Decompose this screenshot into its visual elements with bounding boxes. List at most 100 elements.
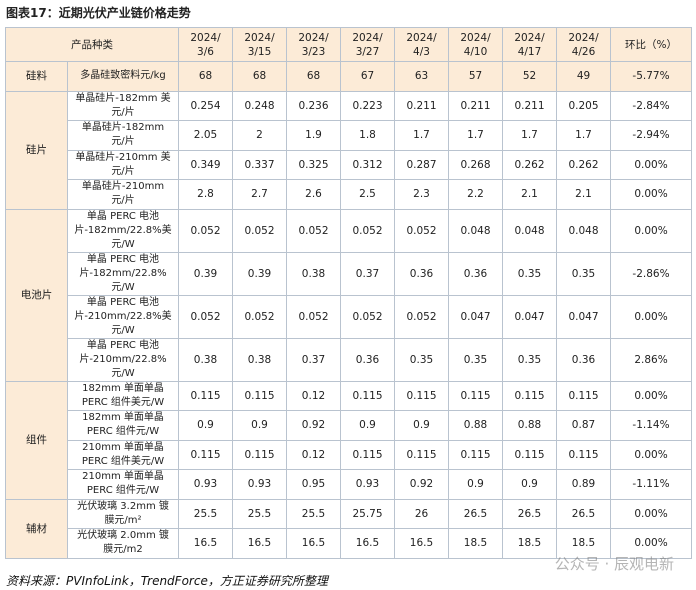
change-cell: -2.86%: [610, 251, 692, 296]
price-cell: 0.9: [340, 410, 395, 441]
price-cell: 0.9: [178, 410, 233, 441]
price-cell: 1.7: [448, 120, 503, 151]
price-cell: 1.7: [394, 120, 449, 151]
price-cell: 18.5: [448, 528, 503, 559]
data-row: 单晶硅片-182mm 元/片 2.05 2 1.9 1.8 1.7 1.7 1.7 1.7 -2.…: [6, 120, 692, 151]
data-row: 辅材 光伏玻璃 3.2mm 镀膜元/m² 25.5 25.5 25.5 25.75 26 26…: [5, 498, 692, 559]
price-cell: 16.5: [394, 528, 449, 559]
price-cell: 0.236: [286, 90, 341, 121]
price-cell: 63: [394, 61, 449, 92]
price-cell: 0.048: [502, 208, 557, 253]
price-cell: 0.39: [178, 251, 233, 296]
price-cell: 0.115: [232, 439, 287, 470]
price-cell: 0.9: [232, 410, 287, 441]
group-cell: 辅材: [5, 498, 68, 559]
group-cell: 硅料: [5, 61, 68, 92]
price-cell: 0.052: [340, 294, 395, 339]
change-cell: 0.00%: [610, 439, 692, 470]
change-cell: -2.94%: [610, 120, 692, 151]
price-cell: 0.047: [448, 294, 503, 339]
price-cell: 0.312: [340, 149, 395, 180]
price-cell: 68: [286, 61, 341, 92]
price-cell: 0.248: [232, 90, 287, 121]
price-cell: 16.5: [340, 528, 395, 559]
product-cell: 单晶硅片-182mm 元/片: [67, 120, 179, 151]
price-cell: 2.7: [232, 179, 287, 210]
price-cell: 0.39: [232, 251, 287, 296]
price-cell: 0.268: [448, 149, 503, 180]
price-cell: 0.115: [232, 380, 287, 411]
price-cell: 0.95: [286, 469, 341, 500]
price-cell: 0.88: [448, 410, 503, 441]
product-cell: 光伏玻璃 2.0mm 镀膜元/m2: [67, 528, 179, 559]
price-cell: 0.36: [448, 251, 503, 296]
price-cell: 25.5: [286, 498, 341, 529]
price-cell: 0.052: [286, 294, 341, 339]
price-cell: 0.349: [178, 149, 233, 180]
price-cell: 52: [502, 61, 557, 92]
price-cell: 0.37: [286, 337, 341, 382]
header-cell: 2024/3/6: [178, 27, 233, 62]
price-cell: 49: [556, 61, 611, 92]
price-cell: 0.115: [502, 380, 557, 411]
price-cell: 0.052: [178, 294, 233, 339]
change-cell: -1.11%: [610, 469, 692, 500]
price-cell: 26.5: [502, 498, 557, 529]
data-row: 单晶 PERC 电池片-182mm/22.8%元/W 0.39 0.39 0.38 0.…: [6, 251, 692, 296]
figure-title: 图表17：近期光伏产业链价格走势: [6, 6, 191, 20]
data-row: 硅料 多晶硅致密料元/kg 68 68 68 67 63 57 52 49 -5.77%: [5, 61, 692, 92]
price-cell: 26: [394, 498, 449, 529]
price-cell: 0.115: [556, 380, 611, 411]
price-cell: 0.262: [556, 149, 611, 180]
price-cell: 0.92: [286, 410, 341, 441]
price-cell: 16.5: [286, 528, 341, 559]
price-cell: 0.38: [232, 337, 287, 382]
price-cell: 16.5: [178, 528, 233, 559]
price-cell: 0.211: [448, 90, 503, 121]
data-row: 182mm 单面单晶 PERC 组件元/W 0.9 0.9 0.92 0.9 0.9 0.8…: [6, 410, 692, 441]
product-cell: 单晶 PERC 电池片-182mm/22.8%元/W: [67, 251, 179, 296]
price-cell: 0.38: [178, 337, 233, 382]
price-cell: 0.052: [286, 208, 341, 253]
price-cell: 0.052: [394, 208, 449, 253]
price-cell: 0.93: [340, 469, 395, 500]
price-cell: 0.052: [340, 208, 395, 253]
product-cell: 210mm 单面单晶 PERC 组件元/W: [67, 469, 179, 500]
price-cell: 0.115: [340, 380, 395, 411]
header-cell: 2024/3/23: [286, 27, 341, 62]
watermark: 公众号 · 辰观电新: [554, 555, 674, 573]
price-cell: 0.35: [394, 337, 449, 382]
price-cell: 2.05: [178, 120, 233, 151]
price-cell: 0.048: [556, 208, 611, 253]
price-cell: 0.36: [556, 337, 611, 382]
price-cell: 0.052: [232, 294, 287, 339]
change-cell: -1.14%: [610, 410, 692, 441]
price-cell: 2: [232, 120, 287, 151]
price-cell: 0.93: [232, 469, 287, 500]
price-cell: 0.115: [178, 439, 233, 470]
product-cell: 210mm 单面单晶 PERC 组件美元/W: [67, 439, 179, 470]
price-cell: 25.75: [340, 498, 395, 529]
price-cell: 0.115: [448, 439, 503, 470]
price-cell: 0.047: [502, 294, 557, 339]
price-cell: 2.8: [178, 179, 233, 210]
change-cell: 0.00%: [610, 380, 692, 411]
price-cell: 18.5: [502, 528, 557, 559]
product-cell: 单晶硅片-210mm 元/片: [67, 179, 179, 210]
change-cell: -2.84%: [610, 90, 692, 121]
price-table: 产品种类 2024/3/6 2024/3/15 2024/3/23 2024/3/27 2…: [5, 27, 692, 559]
price-cell: 0.325: [286, 149, 341, 180]
price-cell: 26.5: [556, 498, 611, 529]
price-cell: 0.262: [502, 149, 557, 180]
data-row: 组件 182mm 单面单晶 PERC 组件美元/W 0.115 0.115 0.12 0.…: [5, 380, 692, 500]
data-row: 单晶硅片-210mm 美元/片 0.349 0.337 0.325 0.312 0.287…: [6, 149, 692, 180]
product-cell: 单晶 PERC 电池片-210mm/22.8%美元/W: [67, 294, 179, 339]
price-cell: 0.211: [394, 90, 449, 121]
price-cell: 0.35: [502, 251, 557, 296]
change-cell: 0.00%: [610, 294, 692, 339]
price-cell: 68: [232, 61, 287, 92]
data-row: 单晶 PERC 电池片-210mm/22.8%元/W 0.38 0.38 0.37 0.…: [6, 337, 692, 382]
price-cell: 0.12: [286, 439, 341, 470]
price-cell: 1.7: [556, 120, 611, 151]
change-cell: -5.77%: [610, 61, 692, 92]
